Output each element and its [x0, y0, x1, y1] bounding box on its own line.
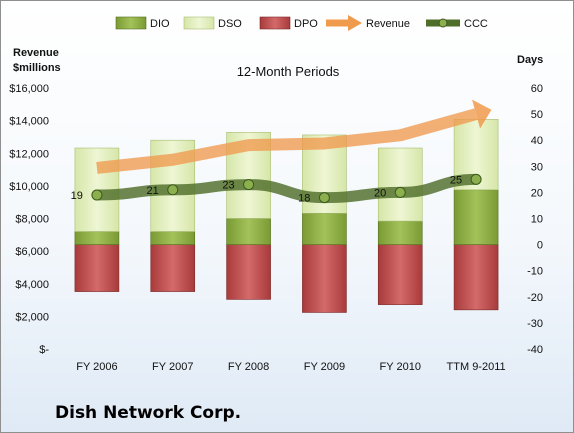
category-label-0: FY 2006	[76, 361, 117, 373]
ccc-data-label-1: 21	[147, 185, 159, 197]
legend-label-dso: DSO	[218, 18, 242, 30]
ccc-point-3	[318, 192, 330, 204]
category-label-2: FY 2008	[228, 361, 269, 373]
bar-dio-2	[226, 218, 271, 245]
left-tick-label-8: $16,000	[9, 83, 49, 95]
right-axis-title: Days	[517, 54, 543, 66]
category-label-1: FY 2007	[152, 361, 193, 373]
bar-dpo-1	[150, 244, 196, 292]
left-tick-label-6: $12,000	[9, 148, 49, 160]
left-tick-label-4: $8,000	[15, 214, 49, 226]
ccc-point-2	[243, 179, 255, 191]
company-name: Dish Network Corp.	[55, 403, 242, 423]
legend-item-revenue: Revenue	[326, 15, 410, 31]
right-tick-label-1: -30	[527, 318, 543, 330]
bar-dio-0	[74, 231, 120, 245]
ccc-point-1	[167, 184, 179, 196]
bar-dpo-2	[226, 244, 271, 300]
bar-dpo-0	[74, 244, 120, 292]
left-tick-label-5: $10,000	[9, 181, 49, 193]
ccc-data-label-0: 19	[71, 190, 83, 202]
left-axis-title-line1: Revenue	[13, 47, 59, 59]
legend-label-revenue: Revenue	[366, 18, 410, 30]
legend-swatch-dio	[115, 16, 147, 30]
left-tick-label-3: $6,000	[15, 246, 49, 258]
chart-legend: DIO DSO DPO Revenue CCC	[115, 15, 488, 31]
ccc-point-4	[394, 186, 406, 198]
bar-dpo-3	[302, 244, 347, 313]
right-tick-label-4: 0	[537, 240, 543, 252]
right-tick-label-2: -20	[527, 292, 543, 304]
bar-dso-4	[377, 147, 423, 222]
right-tick-label-7: 30	[531, 161, 543, 173]
legend-swatch-revenue-arrow	[348, 15, 362, 31]
legend-item-dio: DIO	[115, 16, 170, 30]
bar-dio-3	[302, 212, 347, 245]
category-label-4: FY 2010	[380, 361, 421, 373]
bar-dio-1	[150, 231, 196, 245]
right-axis: -40 -30 -20 -10 0 10 20 30 40 50 60	[527, 83, 543, 356]
legend-label-dpo: DPO	[294, 18, 318, 30]
ccc-point-0	[91, 189, 103, 201]
chart-title: 12-Month Periods	[237, 64, 340, 79]
right-tick-label-0: -40	[527, 344, 543, 356]
right-tick-label-9: 50	[531, 109, 543, 121]
ccc-data-label-5: 25	[450, 174, 462, 186]
left-tick-label-0: $-	[39, 344, 49, 356]
category-axis: FY 2006 FY 2007 FY 2008 FY 2009 FY 2010 TTM 9…	[76, 361, 505, 373]
legend-label-dio: DIO	[150, 18, 170, 30]
axis-titles: Revenue $millions Days 12-Month Periods	[13, 47, 543, 79]
right-tick-label-10: 60	[531, 83, 543, 95]
legend-swatch-ccc-point	[438, 18, 448, 28]
right-tick-label-6: 20	[531, 187, 543, 199]
right-tick-label-8: 40	[531, 135, 543, 147]
category-label-5: TTM 9-2011	[447, 361, 506, 373]
ccc-line	[91, 173, 482, 204]
plot-area: 19 21 23 18 20 25	[71, 99, 499, 313]
left-tick-label-7: $14,000	[9, 116, 49, 128]
ccc-data-label-2: 23	[222, 180, 234, 192]
ccc-data-label-4: 20	[374, 187, 386, 199]
right-tick-label-5: 10	[531, 214, 543, 226]
legend-item-dpo: DPO	[259, 16, 318, 30]
legend-swatch-dpo	[259, 16, 291, 30]
legend-swatch-dso	[183, 16, 215, 30]
ccc-point-5	[470, 173, 482, 185]
bar-dio-4	[377, 220, 423, 245]
revenue-arrowhead	[472, 99, 492, 129]
legend-item-dso: DSO	[183, 16, 242, 30]
bar-dpo-4	[377, 244, 423, 305]
left-tick-label-1: $2,000	[15, 311, 49, 323]
bar-dio-5	[453, 189, 499, 245]
legend-label-ccc: CCC	[464, 18, 488, 30]
ccc-data-label-3: 18	[298, 193, 310, 205]
category-label-3: FY 2009	[304, 361, 345, 373]
left-tick-label-2: $4,000	[15, 279, 49, 291]
left-axis: $- $2,000 $4,000 $6,000 $8,000 $10,000 $12,000…	[9, 83, 49, 356]
legend-item-ccc: CCC	[426, 18, 488, 30]
bar-dpo-5	[453, 244, 499, 311]
left-axis-title-line2: $millions	[13, 62, 61, 74]
right-tick-label-3: -10	[527, 266, 543, 278]
revenue-line	[96, 108, 478, 174]
